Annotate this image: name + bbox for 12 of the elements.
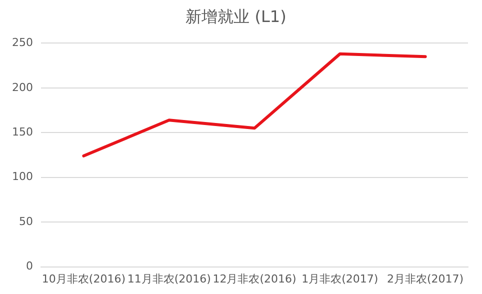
x-tick-label: 2月非农(2017) (387, 272, 464, 286)
y-tick-label: 100 (12, 170, 33, 184)
y-tick-label: 50 (18, 214, 33, 228)
x-tick-label: 1月非农(2017) (302, 272, 378, 286)
y-tick-label: 150 (12, 126, 33, 138)
y-tick-label: 0 (26, 260, 33, 273)
x-tick-label: 11月非农(2016) (127, 272, 211, 286)
chart-title: 新增就业 (L1) (186, 6, 286, 26)
x-tick-label: 12月非农(2016) (212, 272, 296, 286)
x-tick-label: 10月非农(2016) (42, 272, 126, 286)
y-tick-label: 200 (12, 80, 33, 94)
y-tick-label: 250 (12, 36, 33, 50)
